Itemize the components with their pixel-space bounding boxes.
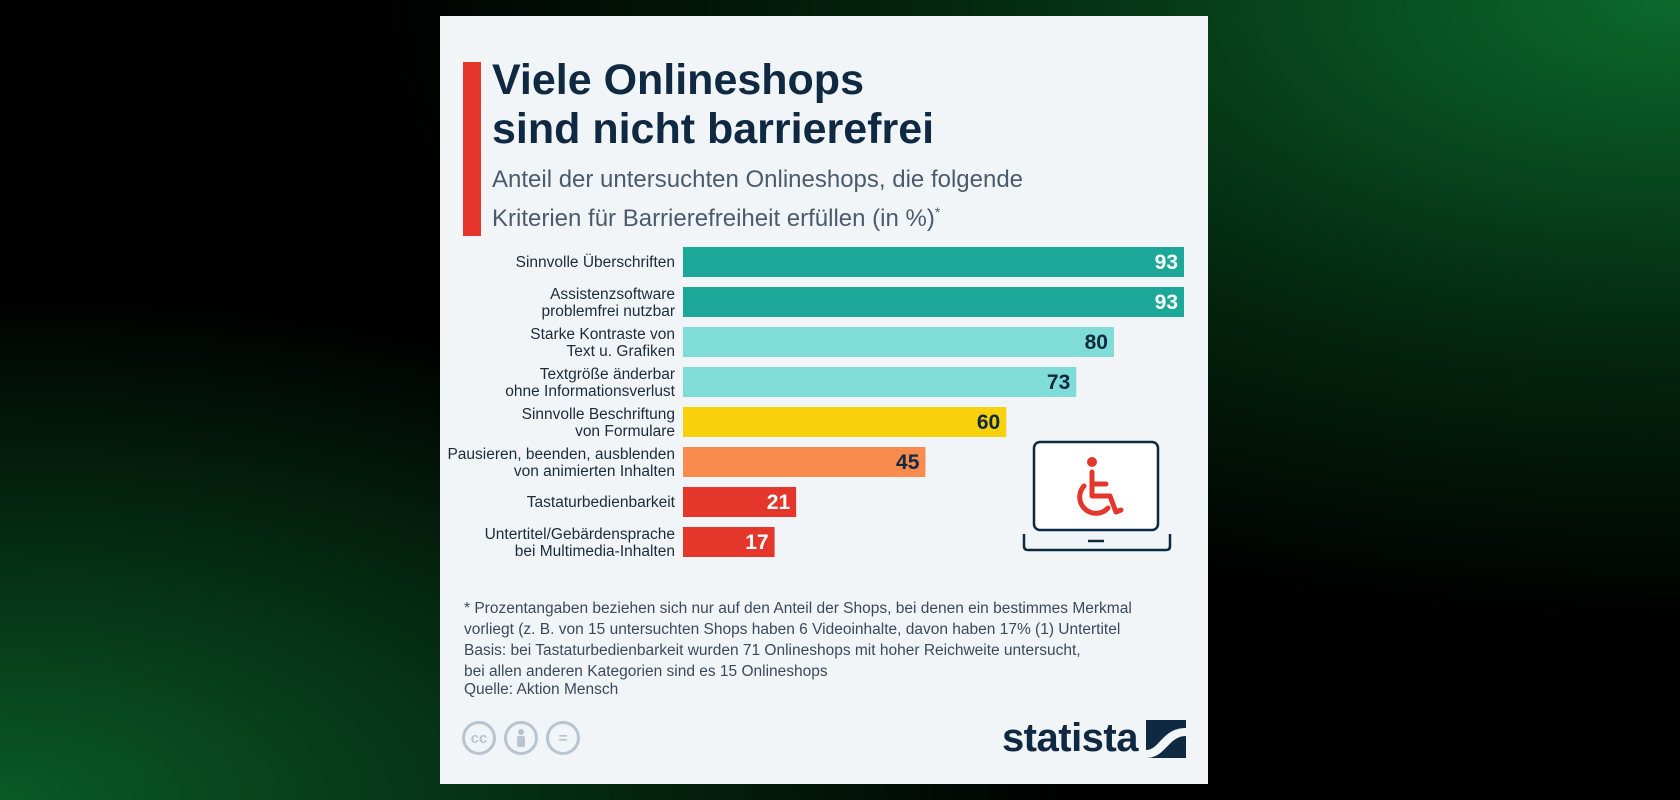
category-label-line: Starke Kontraste von [530,326,675,343]
cc-license-icon[interactable]: cc [462,721,496,755]
category-label: Starke Kontraste von Text u. Grafiken [530,326,675,360]
bar-1 [683,247,1184,277]
category-label: Textgröße änderbar ohne Informationsverlu… [505,366,675,400]
bar-8 [683,527,775,557]
bar-chart: 93 Sinnvolle Überschriften 93 Assistenzsoft… [447,247,1184,560]
bar-6 [683,447,926,477]
bar-value-label: 93 [1155,291,1178,314]
category-label-line: Sinnvolle Überschriften [516,253,675,271]
subtitle-footnote-mark: * [934,204,941,220]
category-label-line: von animierten Inhalten [514,463,675,480]
category-label-line: Text u. Grafiken [566,343,675,360]
category-label: Assistenzsoftware problemfrei nutzbar [541,286,675,320]
category-label-line: Untertitel/Gebärdensprache [485,526,675,543]
category-label: Sinnvolle Überschriften [516,253,675,271]
bar-5 [683,407,1007,437]
category-label-line: Sinnvolle Beschriftung [522,406,675,423]
category-label: Untertitel/Gebärdensprache bei Multimedia… [485,526,675,560]
category-label: Sinnvolle Beschriftung von Formulare [522,406,675,440]
category-label-line: Textgröße änderbar [540,366,675,383]
bar-value-label: 73 [1047,371,1070,394]
bar-value-label: 17 [745,531,768,554]
bar-value-label: 80 [1085,331,1108,354]
title-accent-bar [463,62,481,236]
no-derivatives-text: = [558,729,568,747]
bar-value-label: 21 [767,491,791,514]
category-label-line: bei Multimedia-Inhalten [515,543,675,560]
category-label-line: problemfrei nutzbar [541,303,675,320]
attribution-icon[interactable] [504,721,538,755]
footnote: * Prozentangaben beziehen sich nur auf d… [464,600,1132,680]
category-label: Pausieren, beenden, ausblenden von animie… [447,446,675,480]
category-label: Tastaturbedienbarkeit [527,494,676,511]
cc-license-text: cc [470,729,488,747]
category-label-line: Assistenzsoftware [550,286,675,303]
bar-3 [683,327,1114,357]
category-label-line: ohne Informationsverlust [505,383,675,400]
category-label-line: Tastaturbedienbarkeit [527,494,676,511]
chart-subtitle-text: Anteil der untersuchten Onlineshops, die… [492,166,1024,232]
statista-logo[interactable]: statista [1002,716,1186,761]
wheelchair-laptop-icon [1022,440,1172,552]
license-icons: cc = [462,721,580,755]
chart-subtitle: Anteil der untersuchten Onlineshops, die… [492,164,1023,235]
no-derivatives-icon[interactable]: = [546,721,580,755]
statista-logo-icon [1146,719,1186,758]
bar-value-label: 93 [1155,251,1178,274]
source-text: Quelle: Aktion Mensch [464,681,619,698]
bar-2 [683,287,1184,317]
bar-value-label: 45 [896,451,920,474]
category-label-line: Pausieren, beenden, ausblenden [447,446,675,463]
bar-4 [683,367,1077,397]
bar-7 [683,487,797,517]
brand-name: statista [1001,716,1139,760]
person-icon [517,729,525,747]
bar-value-label: 60 [977,411,1000,434]
chart-title: Viele Onlineshops sind nicht barrierefre… [492,56,935,153]
infographic-card: Viele Onlineshops sind nicht barrierefre… [440,16,1208,784]
category-label-line: von Formulare [575,423,675,440]
